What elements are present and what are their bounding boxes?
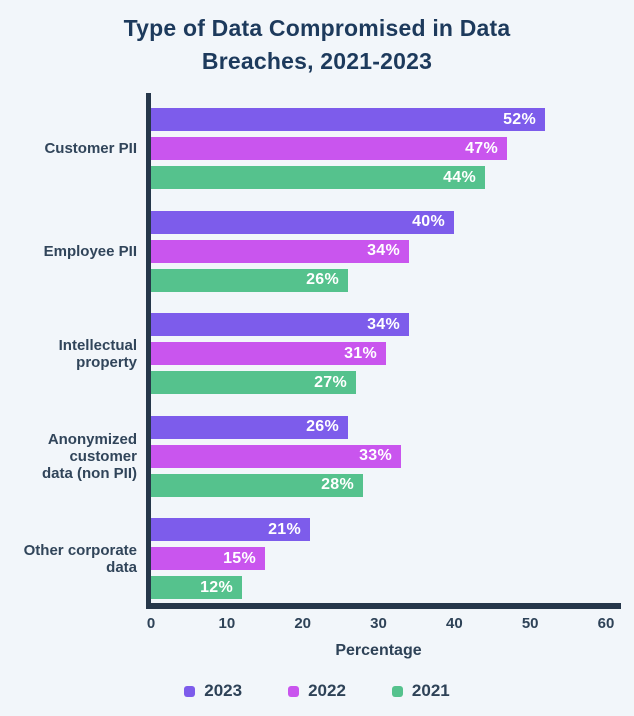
bar-value-label: 26% xyxy=(306,271,339,288)
bar-2023: 40% xyxy=(151,210,454,234)
bar-value-label: 47% xyxy=(465,139,498,157)
bar-2021: 26% xyxy=(151,268,348,292)
bar-2022: 47% xyxy=(151,137,507,160)
bar-value-label: 52% xyxy=(503,110,536,128)
category-label: Employee PII xyxy=(43,242,137,260)
category-label: Intellectual property xyxy=(58,336,137,371)
bar-2022: 34% xyxy=(151,239,409,263)
bar-2022: 31% xyxy=(151,342,386,365)
bar-value-label: 26% xyxy=(306,418,339,435)
legend-item-2021: 2021 xyxy=(391,681,450,701)
bar-value-label: 44% xyxy=(443,168,476,186)
bar-2023: 21% xyxy=(151,518,310,541)
y-axis-line xyxy=(146,93,151,609)
bar-value-label: 34% xyxy=(367,315,400,333)
x-tick-label: 20 xyxy=(294,615,311,632)
bar-value-label: 15% xyxy=(223,549,256,567)
bar-2023: 26% xyxy=(151,415,348,439)
legend-label: 2022 xyxy=(308,681,346,700)
bar-value-label: 27% xyxy=(314,373,347,391)
category-label: Customer PII xyxy=(44,140,137,157)
legend-swatch xyxy=(288,685,300,697)
bar-value-label: 34% xyxy=(367,242,400,259)
chart-title: Type of Data Compromised in Data Breache… xyxy=(123,15,511,74)
x-tick-label: 10 xyxy=(218,615,236,632)
bar-2021: 27% xyxy=(151,371,356,394)
bar-value-label: 21% xyxy=(268,520,301,538)
legend-label: 2023 xyxy=(204,681,243,700)
x-axis-title: Percentage xyxy=(335,642,422,659)
bar-value-label: 31% xyxy=(344,344,377,362)
x-axis-line xyxy=(146,603,621,609)
bar-value-label: 33% xyxy=(359,447,392,464)
x-tick-label: 0 xyxy=(146,615,156,632)
legend-label: 2021 xyxy=(411,681,450,700)
bar-2022: 33% xyxy=(151,444,401,468)
legend: 2023 2022 2021 xyxy=(0,681,634,701)
legend-item-2023: 2023 xyxy=(184,681,242,701)
bar-2023: 52% xyxy=(151,108,545,131)
plot-area: Customer PII 52% 47% 44% Employee PII 40% 34% 2… xyxy=(24,93,621,659)
bar-2022: 15% xyxy=(151,547,265,570)
bar-2021: 28% xyxy=(151,473,363,497)
bar-2021: 44% xyxy=(151,166,485,189)
x-tick-label: 60 xyxy=(597,615,615,632)
x-tick-label: 40 xyxy=(445,615,463,632)
bar-value-label: 28% xyxy=(321,476,354,493)
bar-value-label: 12% xyxy=(200,578,233,596)
legend-swatch xyxy=(391,685,403,697)
x-tick-label: 50 xyxy=(521,615,539,632)
x-tick-label: 30 xyxy=(370,615,387,632)
category-label: Other corporate data xyxy=(23,541,137,576)
category-label: Anonymized customer data (non PII) xyxy=(42,430,137,482)
legend-item-2022: 2022 xyxy=(288,681,346,701)
bar-value-label: 40% xyxy=(412,213,445,230)
legend-swatch xyxy=(184,685,196,697)
bar-2021: 12% xyxy=(151,576,242,599)
bar-2023: 34% xyxy=(151,313,409,336)
